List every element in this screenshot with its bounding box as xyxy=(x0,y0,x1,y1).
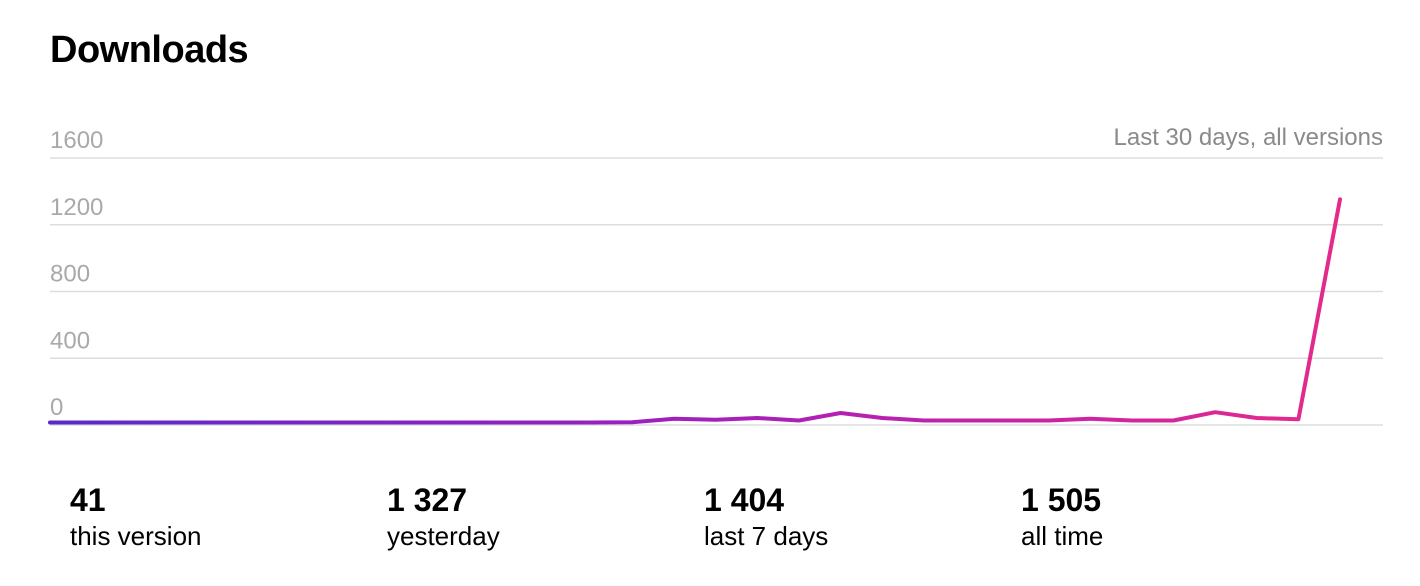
stat-yesterday: 1 327 yesterday xyxy=(387,480,667,552)
stat-label: all time xyxy=(1021,521,1104,551)
stats-row: 41 this version 1 327 yesterday 1 404 la… xyxy=(0,480,1420,570)
stat-value: 1 505 xyxy=(1021,482,1102,518)
stat-value: 1 327 xyxy=(387,482,468,518)
stat-value: 1 404 xyxy=(704,482,785,518)
stat-value: 41 xyxy=(70,482,106,518)
stat-all-time: 1 505 all time xyxy=(1021,480,1301,552)
downloads-title: Downloads xyxy=(50,29,249,71)
stat-this-version: 41 this version xyxy=(70,480,350,552)
y-tick-label: 400 xyxy=(50,327,90,354)
downloads-chart: 0 400 800 1200 1600 Last 30 days, all versio… xyxy=(48,124,1383,426)
stat-last-7-days: 1 404 last 7 days xyxy=(704,480,984,552)
period-label: Last 30 days, all versions xyxy=(1114,124,1383,151)
y-tick-label: 1200 xyxy=(50,194,103,221)
stat-label: last 7 days xyxy=(704,521,829,551)
stat-label: yesterday xyxy=(387,521,500,551)
y-tick-label: 0 xyxy=(50,394,63,421)
downloads-line xyxy=(48,197,1342,425)
stat-label: this version xyxy=(70,521,202,551)
y-tick-label: 1600 xyxy=(50,127,103,154)
y-tick-label: 800 xyxy=(50,261,90,288)
